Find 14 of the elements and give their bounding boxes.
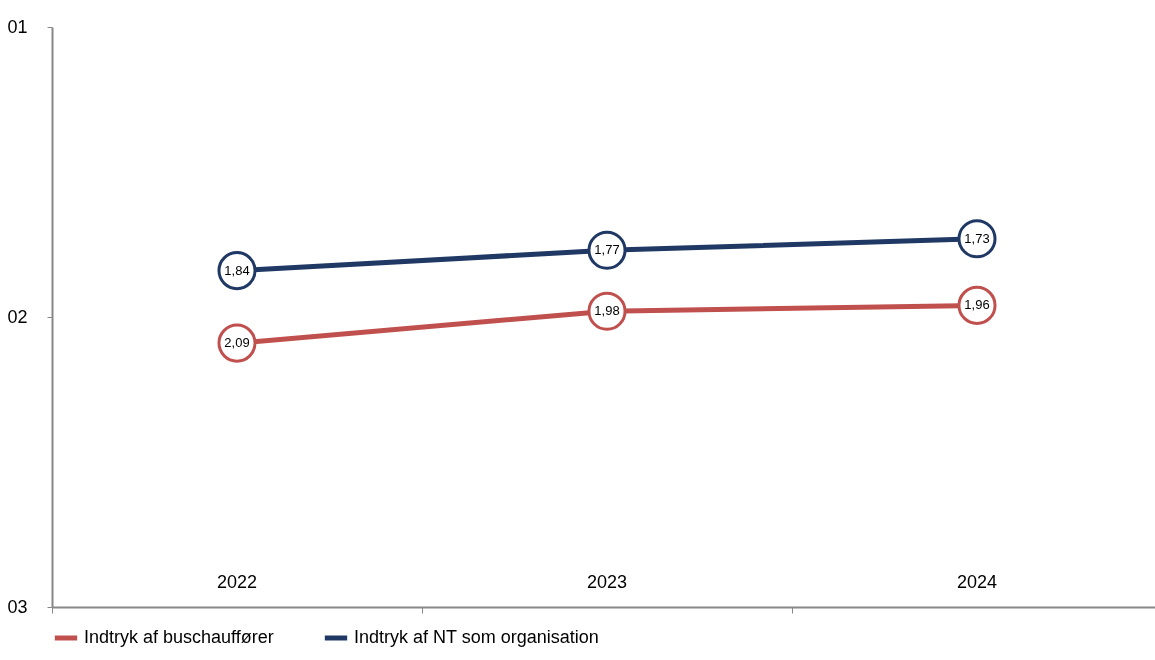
data-label: 1,84 (224, 262, 250, 278)
x-tick-label: 2024 (956, 571, 998, 592)
data-label: 1,77 (594, 242, 620, 258)
y-tick-label: 03 (7, 596, 28, 617)
x-tick-label: 2023 (586, 571, 628, 592)
data-label: 2,09 (224, 335, 250, 351)
legend-label: Indtryk af NT som organisation (354, 627, 599, 647)
y-tick-label: 02 (7, 306, 28, 327)
x-tick-label: 2022 (216, 571, 258, 592)
data-label: 1,73 (964, 230, 990, 246)
data-label: 1,96 (964, 297, 990, 313)
legend-label: Indtryk af buschauffører (84, 627, 274, 647)
data-label: 1,98 (594, 303, 620, 319)
y-tick-label: 01 (7, 16, 28, 37)
